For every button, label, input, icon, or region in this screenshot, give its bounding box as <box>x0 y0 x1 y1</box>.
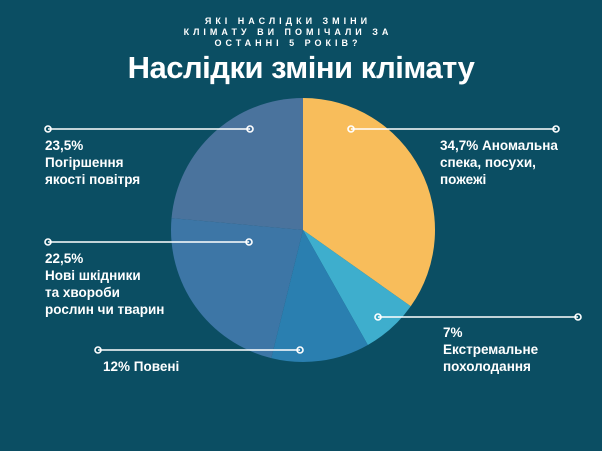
pie-slice-2 <box>271 230 368 362</box>
page-title: Наслідки зміни клімату <box>127 50 475 85</box>
leader-line-cold <box>374 313 582 321</box>
leader-lines-group <box>44 125 582 354</box>
callout-pests-label: 22,5% Нові шкідники та хвороби рослин чи… <box>45 251 165 317</box>
leader-dot-icon <box>552 125 560 133</box>
leader-dot-icon <box>44 238 52 246</box>
leader-dot-icon <box>347 125 355 133</box>
callout-cold-label: 7% Екстремальне похолодання <box>443 325 539 374</box>
leader-line-air-quality <box>44 125 254 133</box>
pie-slice-0 <box>303 98 436 307</box>
leader-dot-icon <box>44 125 52 133</box>
leader-dot-icon <box>246 125 254 133</box>
leader-dot-icon <box>245 238 253 246</box>
callout-floods-label: 12% Повені <box>103 359 180 374</box>
leader-line-floods <box>94 346 304 354</box>
callout-air-quality-label: 23,5% Погіршення якості повітря <box>45 138 141 187</box>
pie-slice-4 <box>171 97 303 230</box>
leader-dot-icon <box>574 313 582 321</box>
leader-line-pests <box>44 238 253 246</box>
survey-question-text: ЯКІ НАСЛІДКИ ЗМІНИ КЛІМАТУ ВИ ПОМІЧАЛИ З… <box>183 16 393 48</box>
leader-dot-icon <box>94 346 102 354</box>
leader-dot-icon <box>296 346 304 354</box>
callout-heat-label: 34,7% Аномальна спека, посухи, пожежі <box>440 138 558 187</box>
pie-slices-group <box>170 97 436 362</box>
pie-slice-3 <box>170 218 303 359</box>
leader-dot-icon <box>374 313 382 321</box>
leader-line-heat <box>347 125 560 133</box>
